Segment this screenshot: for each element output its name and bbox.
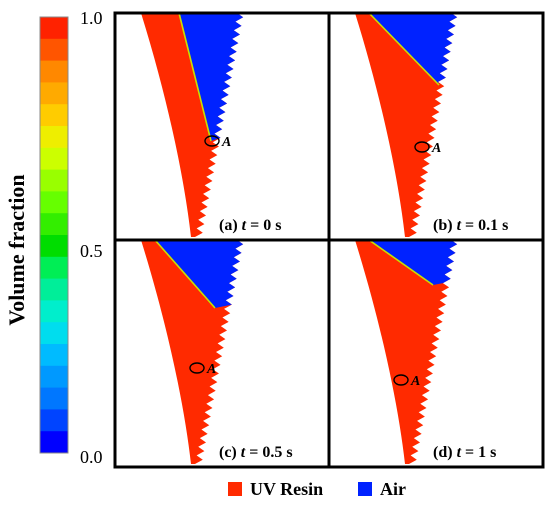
colorbar-segment: [40, 365, 68, 389]
colorbar-segment: [40, 126, 68, 149]
point-a-label: A: [410, 374, 420, 389]
interface-line: [154, 239, 216, 309]
air-region: [369, 13, 458, 85]
panel-caption: (a) t = 0 s: [219, 217, 281, 234]
point-a-label: A: [221, 135, 231, 150]
air-region: [155, 240, 244, 308]
colorbar-segment: [40, 104, 68, 127]
colorbar-segment: [40, 169, 68, 192]
caption-time-symbol: t: [457, 217, 462, 234]
colorbar-segment: [40, 38, 68, 62]
colorbar-tick-min: 0.0: [80, 447, 103, 467]
colorbar-segment: [40, 82, 68, 105]
caption-time-symbol: t: [242, 217, 247, 234]
colorbar-axis-label: Volume fraction: [4, 174, 29, 325]
point-a-marker: [414, 141, 430, 153]
air-region: [179, 13, 244, 141]
colorbar-segment: [40, 409, 68, 432]
caption-time-value: = 0.5 s: [245, 444, 292, 461]
colorbar-segment: [40, 235, 68, 258]
panel: A (a) t = 0 s: [115, 12, 329, 240]
panel: A (c) t = 0.5 s: [115, 239, 329, 467]
caption-prefix: (c): [219, 444, 241, 461]
panel: A (d) t = 1 s: [329, 239, 543, 467]
point-a-marker: [393, 374, 409, 386]
point-a-label: A: [431, 141, 441, 156]
air-region: [369, 240, 458, 285]
colorbar-segment: [40, 213, 68, 236]
panel: A (b) t = 0.1 s: [329, 12, 543, 240]
interface-line: [368, 239, 434, 286]
colorbar-segment: [40, 147, 68, 171]
legend-resin-swatch: [228, 482, 242, 496]
colorbar-segment: [40, 256, 68, 280]
colorbar: [39, 16, 69, 454]
panel-caption: (c) t = 0.5 s: [219, 444, 293, 461]
caption-time-symbol: t: [241, 444, 246, 461]
colorbar-segment: [40, 60, 68, 83]
colorbar-segment: [40, 322, 68, 345]
interface-line: [178, 12, 212, 142]
caption-time-value: = 0 s: [246, 217, 281, 234]
caption-time-value: = 0.1 s: [461, 217, 508, 234]
colorbar-segment: [40, 431, 68, 454]
resin-region: [355, 240, 458, 464]
panel-grid: A (a) t = 0 s A (b) t = 0.1 s A (c) t = 0.5 s…: [115, 12, 543, 467]
interface-line: [368, 12, 440, 86]
point-a-label: A: [206, 362, 216, 377]
panel-caption: (d) t = 1 s: [433, 444, 496, 461]
panel-caption: (b) t = 0.1 s: [433, 217, 508, 234]
legend-air-swatch: [358, 482, 372, 496]
point-a-marker: [204, 135, 220, 147]
legend-air-label: Air: [380, 479, 406, 499]
colorbar-segment: [40, 387, 68, 410]
point-a-marker: [189, 362, 205, 374]
colorbar-segment: [40, 344, 68, 367]
caption-time-value: = 1 s: [461, 444, 496, 461]
colorbar-segment: [40, 17, 68, 40]
colorbar-segment: [40, 191, 68, 214]
caption-prefix: (d): [433, 444, 457, 461]
colorbar-border: [39, 16, 69, 454]
legend-resin-label: UV Resin: [250, 479, 323, 499]
caption-prefix: (a): [219, 217, 242, 234]
colorbar-tick-max: 1.0: [80, 8, 103, 28]
colorbar-segment: [40, 300, 68, 323]
caption-time-symbol: t: [457, 444, 462, 461]
colorbar-segment: [40, 278, 68, 301]
caption-prefix: (b): [433, 217, 457, 234]
colorbar-tick-mid: 0.5: [80, 241, 103, 261]
